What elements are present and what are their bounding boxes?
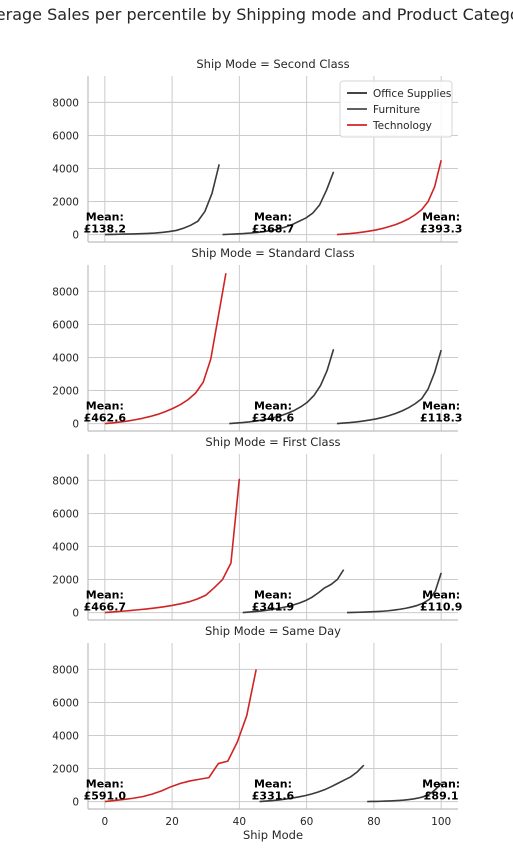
legend-box <box>339 80 453 138</box>
y-tick-label: 8000 <box>52 286 79 298</box>
series-line-furniture <box>242 569 345 614</box>
mean-annotation-heading: Mean: <box>422 778 460 791</box>
mean-annotation-value: £393.3 <box>420 223 462 236</box>
x-tick-label: 20 <box>165 816 178 828</box>
y-tick-label: 2000 <box>52 386 79 398</box>
y-tick-label: 4000 <box>52 541 79 553</box>
series-line-furniture <box>222 171 335 236</box>
x-axis-label: Ship Mode <box>243 828 303 842</box>
mean-annotation-heading: Mean: <box>254 211 292 224</box>
mean-annotation-value: £466.7 <box>84 601 126 614</box>
y-tick-label: 6000 <box>52 130 79 142</box>
mean-annotation-value: £462.6 <box>84 412 127 425</box>
panel-title: Ship Mode = Second Class <box>196 57 349 71</box>
legend-label: Office Supplies <box>373 88 451 100</box>
panel-title: Ship Mode = Standard Class <box>191 246 354 260</box>
mean-annotation-heading: Mean: <box>422 400 460 413</box>
mean-annotation-heading: Mean: <box>422 211 460 224</box>
mean-annotation-value: £118.3 <box>420 412 462 425</box>
y-tick-label: 6000 <box>52 508 79 520</box>
panel-2: 0 2000 4000 6000 8000 Ship Mode = Standard Cl… <box>52 246 462 432</box>
y-tick-label: 4000 <box>52 730 79 742</box>
mean-annotation-heading: Mean: <box>254 400 292 413</box>
x-tick-label: 60 <box>300 816 313 828</box>
legend: Office Supplies Furniture Technology <box>339 80 453 138</box>
mean-annotation-heading: Mean: <box>86 778 124 791</box>
y-tick-label: 4000 <box>52 163 79 175</box>
y-tick-label: 2000 <box>52 575 79 587</box>
y-tick-label: 0 <box>72 797 79 809</box>
x-tick-label: 100 <box>431 816 451 828</box>
mean-annotation-value: £368.7 <box>252 223 294 236</box>
y-tick-label: 2000 <box>52 197 79 209</box>
mean-annotation-value: £591.0 <box>84 790 127 803</box>
y-tick-label: 0 <box>72 419 79 431</box>
y-tick-label: 8000 <box>52 664 79 676</box>
y-tick-label: 4000 <box>52 352 79 364</box>
mean-annotation-heading: Mean: <box>254 778 292 791</box>
mean-annotation-heading: Mean: <box>254 589 292 602</box>
y-tick-label: 0 <box>72 608 79 620</box>
series-line-technology <box>104 478 241 614</box>
panel-title: Ship Mode = Same Day <box>205 624 341 638</box>
y-tick-label: 2000 <box>52 764 79 776</box>
series-line-technology <box>104 669 257 803</box>
mean-annotation-heading: Mean: <box>86 211 124 224</box>
y-tick-label: 8000 <box>52 475 79 487</box>
y-tick-label: 6000 <box>52 319 79 331</box>
panel-title: Ship Mode = First Class <box>205 435 340 449</box>
series-line-office-supplies <box>367 782 442 803</box>
series-line-furniture <box>229 349 335 425</box>
panel-3: 0 2000 4000 6000 8000 Ship Mode = First Class… <box>52 435 462 621</box>
series-line-office-supplies <box>336 349 442 425</box>
series-line-office-supplies <box>346 572 442 614</box>
panel-1: 0 2000 4000 6000 8000 Ship Mode = Second Clas… <box>52 57 462 243</box>
legend-label: Furniture <box>373 104 420 116</box>
x-tick-label: 0 <box>101 816 108 828</box>
mean-annotation-value: £341.9 <box>252 601 294 614</box>
legend-label: Technology <box>372 120 432 132</box>
series-line-technology <box>104 273 227 425</box>
y-tick-label: 6000 <box>52 697 79 709</box>
y-tick-label: 8000 <box>52 97 79 109</box>
y-tick-label: 0 <box>72 230 79 242</box>
series-line-furniture <box>259 764 365 803</box>
x-tick-label: 40 <box>233 816 246 828</box>
series-line-office-supplies <box>104 164 220 236</box>
mean-annotation-heading: Mean: <box>422 589 460 602</box>
mean-annotation-value: £89.1 <box>424 790 459 803</box>
mean-annotation-heading: Mean: <box>86 400 124 413</box>
mean-annotation-value: £331.6 <box>252 790 295 803</box>
mean-annotation-heading: Mean: <box>86 589 124 602</box>
mean-annotation-value: £348.6 <box>252 412 295 425</box>
series-line-technology <box>336 160 442 236</box>
mean-annotation-value: £138.2 <box>84 223 126 236</box>
x-tick-label: 80 <box>367 816 380 828</box>
chart-title: Average Sales per percentile by Shipping… <box>0 5 513 24</box>
panel-4: 0 2000 4000 6000 8000 Ship Mode = Same Day Mea… <box>52 624 460 828</box>
mean-annotation-value: £110.9 <box>420 601 462 614</box>
